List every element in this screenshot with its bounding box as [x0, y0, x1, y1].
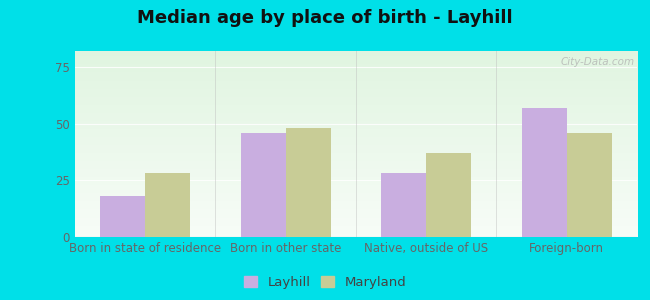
Bar: [100, 196, 145, 237]
Legend: Layhill, Maryland: Layhill, Maryland: [240, 272, 410, 293]
Bar: [285, 128, 331, 237]
Bar: [240, 133, 285, 237]
Bar: [145, 173, 190, 237]
Text: City-Data.com: City-Data.com: [560, 57, 634, 67]
Bar: [381, 173, 426, 237]
Bar: [522, 108, 567, 237]
Bar: [567, 133, 612, 237]
Bar: [426, 153, 471, 237]
Text: Median age by place of birth - Layhill: Median age by place of birth - Layhill: [137, 9, 513, 27]
